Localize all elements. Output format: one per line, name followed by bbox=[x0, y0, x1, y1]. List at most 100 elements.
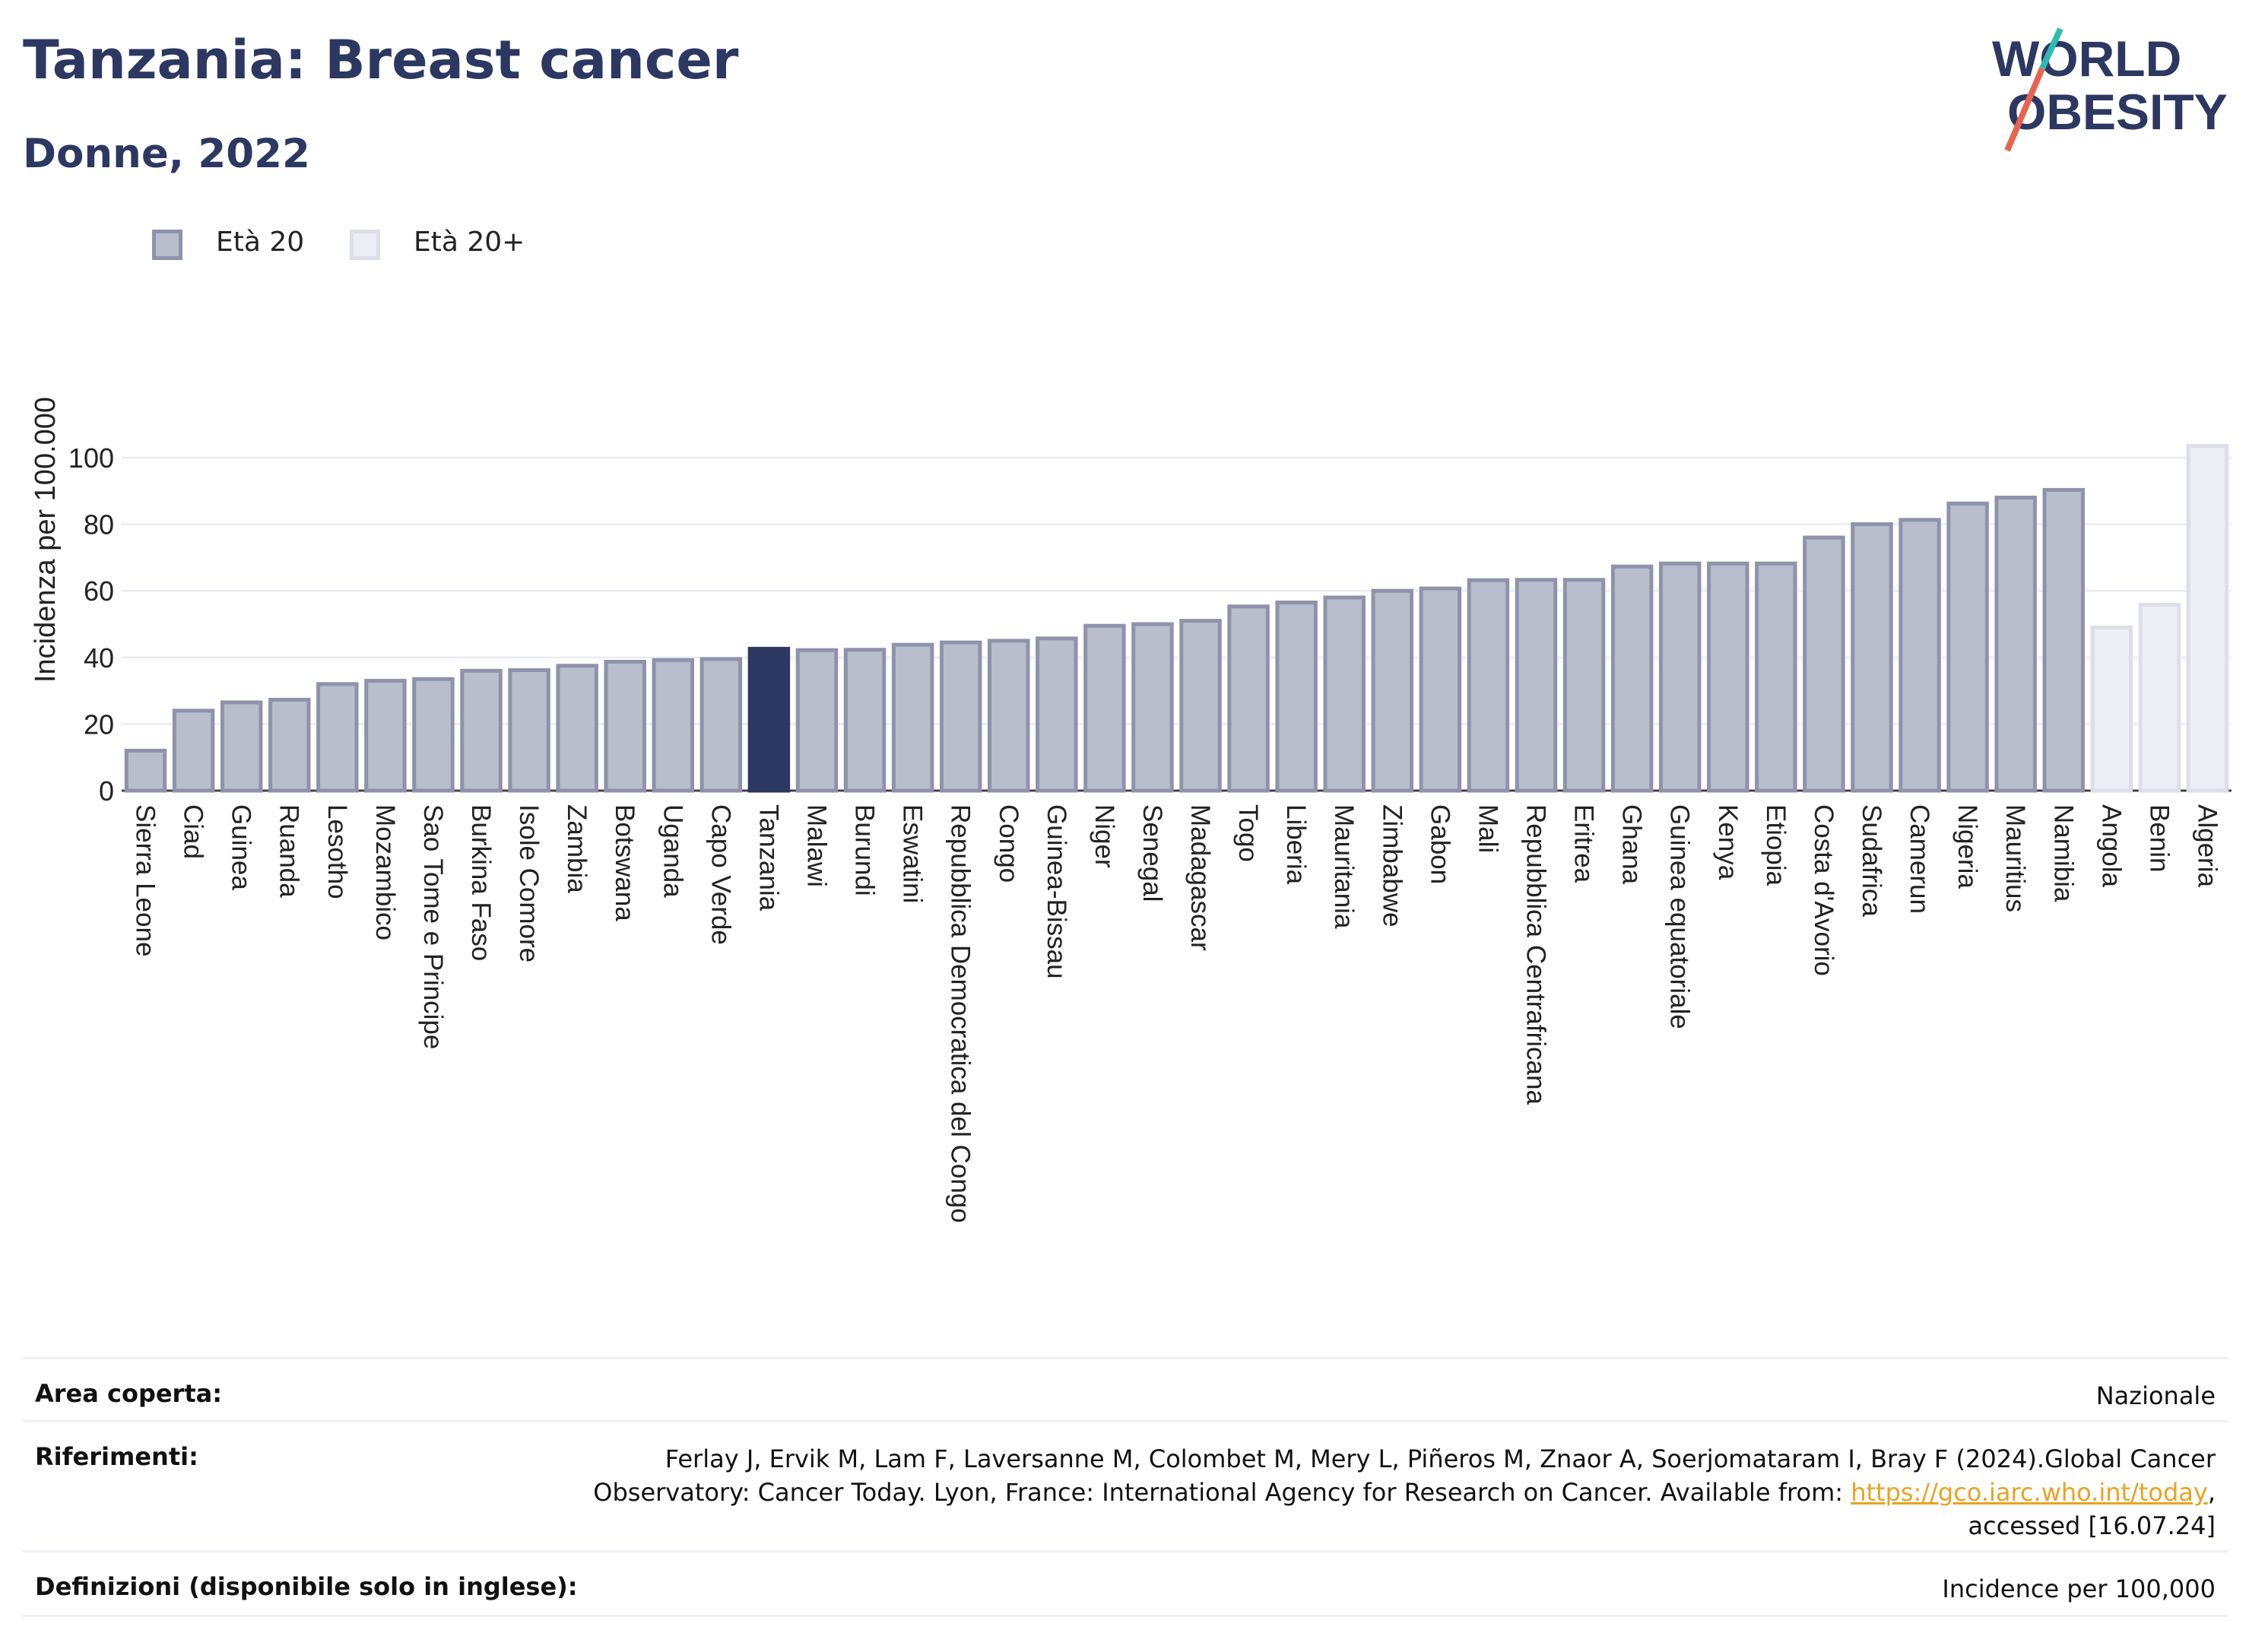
x-tick-label: Mali bbox=[1473, 804, 1502, 853]
bar-nigeria[interactable] bbox=[1946, 501, 1989, 793]
bar-congo[interactable] bbox=[988, 639, 1030, 793]
x-tick-label: Ciad bbox=[179, 804, 208, 859]
x-tick-label: Botswana bbox=[610, 804, 639, 921]
bar-senegal[interactable] bbox=[1131, 622, 1174, 793]
info-row-references: Riferimenti: Ferlay J, Ervik M, Lam F, L… bbox=[23, 1420, 2228, 1550]
y-tick-label: 40 bbox=[84, 642, 114, 674]
y-axis-label: Incidenza per 100.000 bbox=[30, 397, 62, 683]
x-tick-label: Eswatini bbox=[898, 804, 928, 903]
info-key-area: Area coperta: bbox=[35, 1379, 223, 1408]
bar-sudafrica[interactable] bbox=[1851, 522, 1893, 793]
info-val-references: Ferlay J, Ervik M, Lam F, Laversanne M, … bbox=[593, 1442, 2216, 1543]
info-key-definitions: Definizioni (disponibile solo in inglese… bbox=[35, 1572, 578, 1601]
bar-guinea-equatoriale[interactable] bbox=[1658, 561, 1702, 793]
x-tick-label: Niger bbox=[1090, 804, 1119, 868]
x-tick-label: Lesotho bbox=[322, 804, 352, 899]
logo-slash-teal bbox=[2039, 27, 2063, 70]
reference-line-1: Ferlay J, Ervik M, Lam F, Laversanne M, … bbox=[665, 1444, 2216, 1473]
x-tick-label: Mauritius bbox=[2000, 804, 2030, 912]
x-tick-label: Guinea-Bissau bbox=[1042, 804, 1071, 979]
x-tick-label: Zambia bbox=[562, 804, 592, 893]
logo-text-line1: WORLD bbox=[1992, 30, 2181, 87]
bar-camerun[interactable] bbox=[1898, 518, 1941, 793]
x-tick-label: Malawi bbox=[801, 804, 831, 887]
bar-angola[interactable] bbox=[2090, 625, 2133, 793]
legend-swatch-eta20plus bbox=[350, 230, 380, 260]
bar-eritrea[interactable] bbox=[1562, 578, 1606, 793]
bar-repubblica-centrafricana[interactable] bbox=[1515, 578, 1558, 793]
legend-label-eta20plus: Età 20+ bbox=[414, 227, 525, 258]
bar-uganda[interactable] bbox=[652, 658, 695, 793]
bar-burundi[interactable] bbox=[843, 648, 887, 793]
bar-capo-verde[interactable] bbox=[699, 657, 743, 793]
bar-repubblica-democratica-del-congo[interactable] bbox=[939, 640, 982, 793]
logo-slash-coral bbox=[2004, 67, 2045, 152]
x-tick-label: Ruanda bbox=[274, 804, 304, 898]
bar-zimbabwe[interactable] bbox=[1371, 588, 1414, 793]
bar-guinea[interactable] bbox=[220, 700, 263, 793]
bar-madagascar[interactable] bbox=[1179, 619, 1222, 793]
x-tick-label: Costa d'Avorio bbox=[1809, 804, 1838, 976]
y-tick-label: 80 bbox=[84, 509, 114, 541]
y-tick-label: 100 bbox=[68, 442, 114, 474]
info-row-area: Area coperta: Nazionale bbox=[23, 1357, 2228, 1420]
bar-tanzania[interactable] bbox=[747, 646, 791, 793]
bar-zambia[interactable] bbox=[556, 664, 598, 793]
bar-sao-tome-e-principe[interactable] bbox=[412, 677, 455, 793]
info-table: Area coperta: Nazionale Riferimenti: Fer… bbox=[23, 1357, 2228, 1617]
reference-line-2: Observatory: Cancer Today. Lyon, France:… bbox=[593, 1476, 2216, 1509]
bar-benin[interactable] bbox=[2138, 603, 2181, 793]
bar-gabon[interactable] bbox=[1419, 586, 1462, 793]
bar-malawi[interactable] bbox=[795, 648, 839, 793]
x-tick-label: Sao Tome e Principe bbox=[418, 804, 448, 1049]
y-tick-label: 0 bbox=[99, 775, 114, 807]
info-val-definitions: Incidence per 100,000 bbox=[1942, 1574, 2216, 1603]
x-tick-label: Etiopia bbox=[1761, 804, 1791, 886]
bar-mali[interactable] bbox=[1467, 578, 1510, 793]
bar-kenya[interactable] bbox=[1707, 561, 1749, 793]
bar-namibia[interactable] bbox=[2042, 487, 2085, 793]
x-tick-label: Liberia bbox=[1281, 804, 1311, 885]
bar-etiopia[interactable] bbox=[1755, 561, 1797, 793]
bar-eswatini[interactable] bbox=[891, 642, 934, 793]
x-tick-label: Kenya bbox=[1713, 804, 1743, 880]
bar-mauritius[interactable] bbox=[1994, 495, 2037, 793]
x-tick-label: Mauritania bbox=[1329, 804, 1359, 929]
x-tick-label: Guinea equatoriale bbox=[1665, 804, 1695, 1029]
bar-ghana[interactable] bbox=[1610, 564, 1654, 793]
x-tick-label: Algeria bbox=[2192, 804, 2222, 887]
x-tick-label: Congo bbox=[994, 804, 1023, 883]
bar-ciad[interactable] bbox=[172, 709, 215, 793]
bar-mauritania[interactable] bbox=[1323, 595, 1366, 793]
bar-liberia[interactable] bbox=[1275, 600, 1318, 793]
x-axis-ticks: Sierra Leone Ciad Guinea Ruanda Lesotho Mozam… bbox=[131, 804, 2222, 1223]
x-tick-label: Repubblica Democratica del Congo bbox=[946, 804, 975, 1223]
bar-algeria[interactable] bbox=[2186, 444, 2229, 793]
bar-ruanda[interactable] bbox=[268, 697, 311, 793]
bar-burkina-faso[interactable] bbox=[460, 668, 503, 793]
page-title: Tanzania: Breast cancer bbox=[23, 29, 739, 91]
bar-sierra-leone[interactable] bbox=[124, 748, 167, 793]
bar-isole-comore[interactable] bbox=[508, 667, 550, 793]
info-key-references: Riferimenti: bbox=[35, 1442, 198, 1471]
x-tick-label: Burundi bbox=[850, 804, 880, 896]
x-tick-label: Tanzania bbox=[753, 804, 783, 912]
bar-botswana[interactable] bbox=[604, 659, 646, 793]
chart-bars bbox=[124, 444, 2229, 793]
bar-lesotho[interactable] bbox=[316, 682, 359, 793]
bar-mozambico[interactable] bbox=[364, 678, 407, 793]
x-tick-label: Ghana bbox=[1617, 804, 1647, 885]
page-subtitle: Donne, 2022 bbox=[23, 131, 310, 177]
legend-label-eta20: Età 20 bbox=[216, 227, 305, 258]
x-tick-label: Madagascar bbox=[1185, 804, 1215, 951]
info-val-area: Nazionale bbox=[2095, 1381, 2216, 1410]
legend-swatch-eta20 bbox=[152, 230, 182, 260]
bar-niger[interactable] bbox=[1083, 623, 1126, 793]
reference-link[interactable]: https://gco.iarc.who.int/today bbox=[1851, 1478, 2208, 1507]
x-tick-label: Mozambico bbox=[370, 804, 400, 940]
bar-guinea-bissau[interactable] bbox=[1036, 636, 1078, 793]
x-tick-label: Isole Comore bbox=[514, 804, 544, 962]
x-tick-label: Togo bbox=[1233, 804, 1263, 862]
bar-costa-d-avorio[interactable] bbox=[1803, 535, 1845, 793]
bar-togo[interactable] bbox=[1227, 604, 1270, 793]
